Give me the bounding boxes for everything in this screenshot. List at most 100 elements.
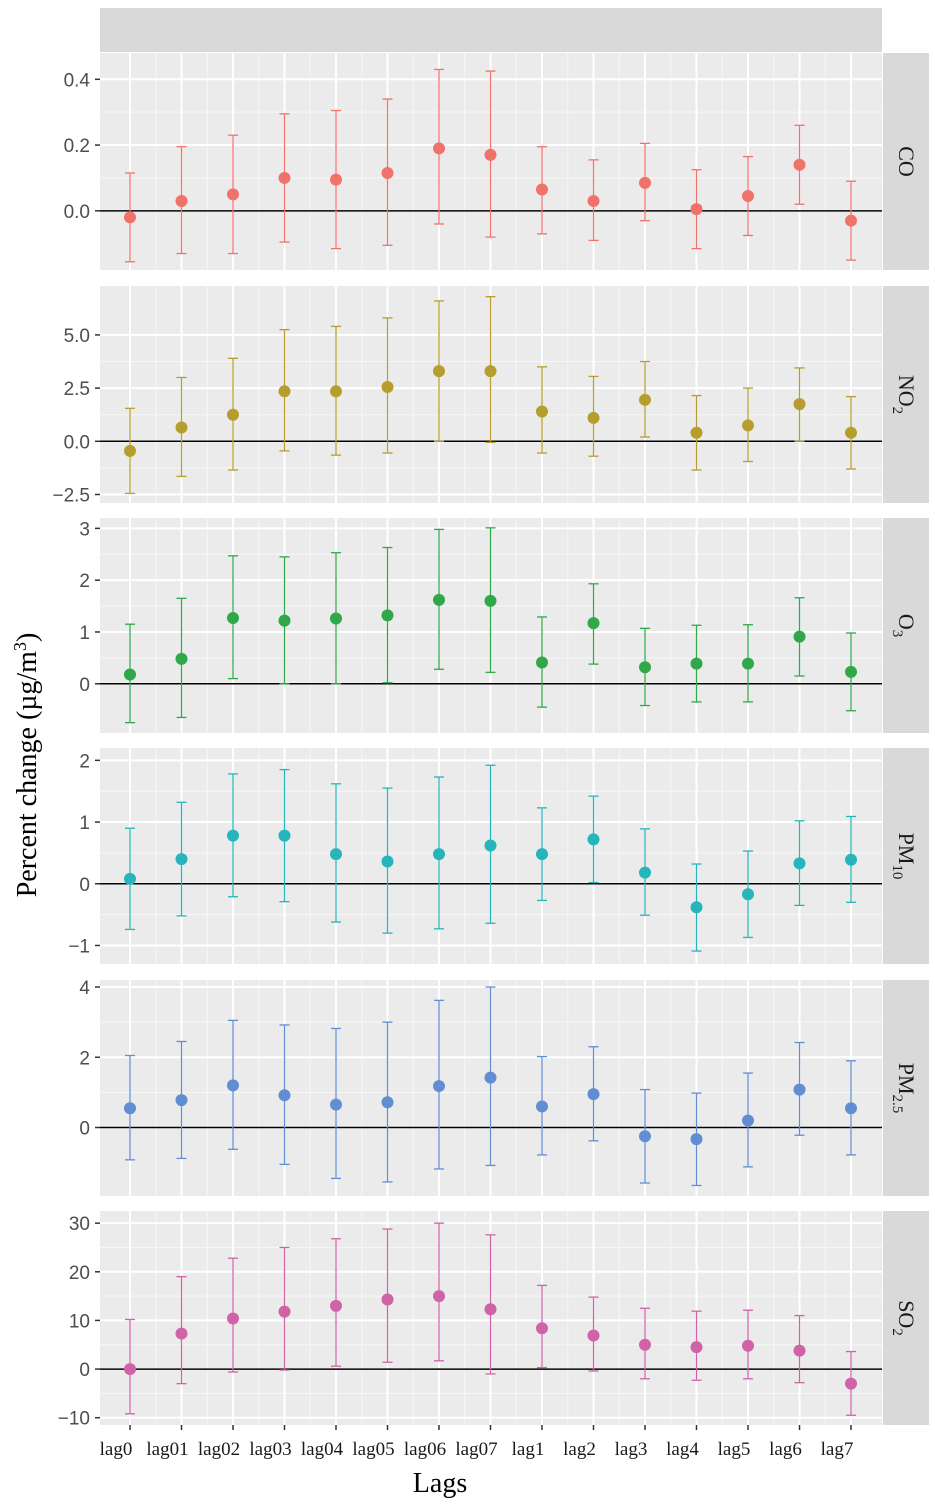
- data-point: [639, 176, 651, 189]
- data-point: [278, 171, 291, 184]
- data-point: [690, 203, 703, 216]
- data-point: [175, 194, 188, 207]
- facet-strip: [883, 53, 929, 270]
- data-point: [793, 398, 806, 411]
- data-point: [587, 1088, 600, 1101]
- y-axis-title: Percent change (µg/m3): [10, 633, 43, 898]
- data-point: [330, 173, 342, 186]
- y-tick-label: 2: [79, 1048, 90, 1069]
- data-point: [793, 1344, 806, 1357]
- y-tick-label: 1: [79, 813, 90, 834]
- data-point: [587, 1329, 600, 1342]
- data-point: [639, 1130, 651, 1143]
- data-point: [742, 1339, 754, 1352]
- y-tick-label: 0: [79, 1360, 90, 1381]
- data-point: [484, 1071, 497, 1084]
- data-point: [793, 630, 806, 643]
- data-point: [742, 888, 754, 901]
- x-tick-label: lag7: [821, 1439, 854, 1460]
- y-tick-label: 2.5: [64, 379, 90, 400]
- data-point: [587, 411, 600, 424]
- y-tick-label: 10: [69, 1311, 90, 1332]
- data-point: [433, 848, 445, 861]
- panel-SO2: −10 0 10 20 30 SO2: [58, 1211, 929, 1430]
- y-tick-label: 0.4: [64, 70, 91, 91]
- data-point: [690, 657, 703, 670]
- panel-PM10: −1 0 1 2 PM10: [68, 748, 929, 964]
- data-point: [278, 385, 291, 398]
- data-point: [124, 444, 136, 457]
- data-point: [330, 385, 342, 398]
- data-point: [433, 1080, 445, 1093]
- data-point: [124, 872, 136, 885]
- data-point: [793, 1083, 806, 1096]
- facet-label: CO: [894, 146, 919, 177]
- data-point: [536, 1322, 548, 1335]
- panel-CO: 0.0 0.2 0.4 CO: [64, 53, 929, 270]
- x-tick-labels: lag0 lag01 lag02 lag03 lag04 lag05 lag06 lag07 l…: [100, 1425, 854, 1460]
- data-point: [742, 657, 754, 670]
- panel-O3: 0 1 2 3 O3: [79, 518, 929, 733]
- data-point: [330, 848, 342, 861]
- x-tick-label: lag03: [249, 1439, 291, 1460]
- x-tick-label: lag05: [352, 1439, 394, 1460]
- data-point: [381, 381, 394, 394]
- data-point: [742, 419, 754, 432]
- data-point: [381, 609, 394, 622]
- y-tick-label: 0.0: [64, 432, 90, 453]
- data-point: [587, 194, 600, 207]
- facet-strip: [883, 286, 929, 503]
- top-strip: [100, 8, 882, 52]
- data-point: [484, 148, 497, 161]
- data-point: [690, 1133, 703, 1146]
- data-point: [433, 142, 445, 155]
- data-point: [845, 665, 857, 678]
- data-point: [845, 853, 857, 866]
- data-point: [433, 1290, 445, 1303]
- data-point: [124, 1102, 136, 1115]
- data-point: [639, 1338, 651, 1351]
- y-tick-label: −2.5: [52, 485, 90, 506]
- data-point: [793, 857, 806, 870]
- data-point: [381, 1293, 394, 1306]
- data-point: [690, 1341, 703, 1354]
- x-tick-label: lag06: [404, 1439, 446, 1460]
- data-point: [639, 661, 651, 674]
- x-tick-label: lag02: [198, 1439, 240, 1460]
- x-tick-label: lag2: [563, 1439, 596, 1460]
- panel-NO2: −2.5 0.0 2.5 5.0 NO2: [52, 286, 929, 506]
- data-point: [227, 188, 239, 201]
- x-tick-label: lag4: [666, 1439, 699, 1460]
- facet-strip: [883, 518, 929, 733]
- data-point: [330, 612, 342, 625]
- y-tick-label: 4: [79, 978, 90, 999]
- x-tick-label: lag04: [301, 1439, 344, 1460]
- data-point: [278, 1089, 291, 1102]
- data-point: [175, 652, 188, 665]
- data-point: [278, 829, 291, 842]
- data-point: [227, 611, 239, 624]
- y-tick-label: 0: [79, 675, 90, 696]
- facet-strip: [883, 980, 929, 1196]
- facet-label: PM2.5: [889, 1063, 919, 1114]
- data-point: [742, 1114, 754, 1127]
- data-point: [124, 1363, 136, 1376]
- data-point: [587, 833, 600, 846]
- data-point: [845, 214, 857, 227]
- data-point: [536, 183, 548, 196]
- data-point: [742, 190, 754, 203]
- x-tick-label: lag07: [455, 1439, 497, 1460]
- data-point: [484, 839, 497, 852]
- y-tick-label: 5.0: [64, 326, 90, 347]
- data-point: [278, 614, 291, 627]
- data-point: [536, 405, 548, 418]
- x-axis-title: Lags: [413, 1468, 467, 1499]
- x-tick-label: lag01: [146, 1439, 188, 1460]
- data-point: [433, 365, 445, 378]
- y-tick-label: 0: [79, 1119, 90, 1140]
- data-point: [639, 393, 651, 406]
- y-tick-label: −1: [68, 936, 90, 957]
- x-tick-label: lag0: [100, 1439, 133, 1460]
- data-point: [484, 1303, 497, 1316]
